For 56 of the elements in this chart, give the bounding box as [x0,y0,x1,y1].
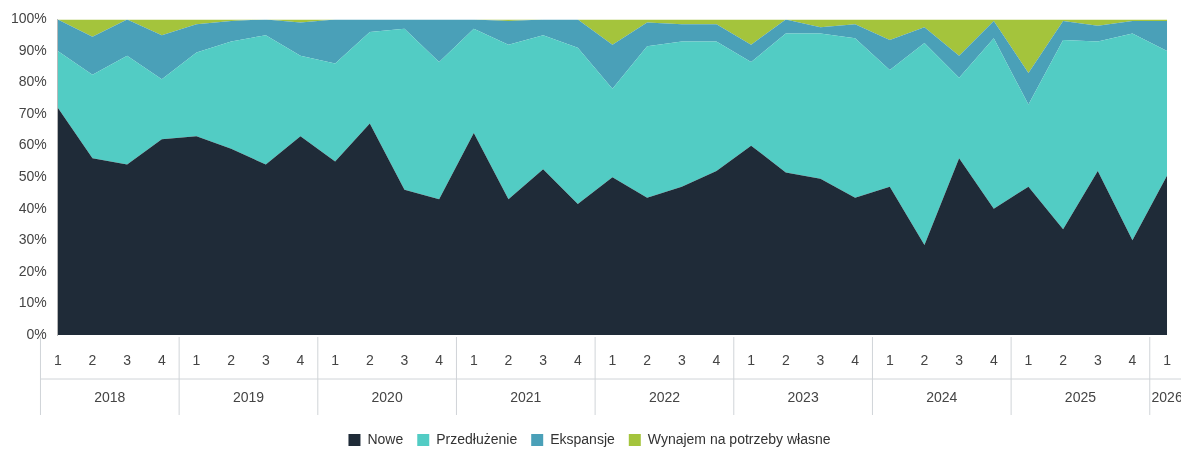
y-tick-label: 0% [26,325,47,342]
x-tick-label: 2 [781,352,790,369]
legend-label: Przedłużenie [436,430,518,447]
legend-label: Nowe [367,430,404,447]
text: 2018 [94,388,126,405]
x-tick-label: 1 [747,352,756,369]
text: 2019 [232,388,265,405]
y-tick-label: 10% [18,294,47,311]
x-tick-label: 1 [885,352,894,369]
x-tick-label: 2 [365,352,374,369]
x-tick-label: 3 [816,352,825,369]
y-tick-label: 90% [18,41,47,58]
text: 2022 [648,388,681,405]
text: 2021 [510,388,542,405]
y-tick-label: 80% [18,73,47,90]
x-tick-label: 2 [1059,352,1068,369]
x-tick-label: 3 [261,352,270,369]
x-tick-label: 2 [227,352,236,369]
x-tick-label: 3 [955,352,964,369]
x-tick-label: 3 [677,352,686,369]
x-tick-label: 4 [989,352,998,369]
legend-label: Wynajem na potrzeby własne [647,430,831,447]
text: 2020 [371,388,403,405]
x-tick-label: 1 [331,352,340,369]
x-tick-label: 1 [608,352,617,369]
x-tick-label: 3 [1093,352,1102,369]
x-tick-label: 4 [851,352,860,369]
x-tick-label: 4 [573,352,582,369]
x-tick-label: 4 [435,352,444,369]
x-tick-label: 4 [296,352,305,369]
y-tick-label: 100% [10,10,47,27]
x-tick-label: 4 [712,352,721,369]
y-tick-label: 50% [18,168,47,185]
x-tick-label: 1 [53,352,62,369]
text: 2025 [1064,388,1097,405]
x-tick-label: 4 [157,352,166,369]
x-tick-label: 2 [920,352,929,369]
y-tick-label: 60% [18,136,47,153]
x-tick-label: 2 [643,352,652,369]
text: 2023 [787,388,819,405]
y-tick-label: 20% [18,262,47,279]
x-tick-label: 1 [192,352,201,369]
legend-label: Ekspansje [550,430,616,447]
x-tick-label: 1 [1024,352,1033,369]
y-tick-label: 30% [18,231,47,248]
y-tick-label: 70% [18,104,47,121]
x-tick-label: 3 [123,352,132,369]
y-tick-label: 40% [18,199,47,216]
x-tick-label: 2 [88,352,97,369]
x-tick-label: 3 [400,352,409,369]
x-tick-label: 3 [539,352,548,369]
text: 2024 [926,388,958,405]
x-tick-label: 1 [1163,352,1172,369]
x-tick-label: 4 [1128,352,1137,369]
x-tick-label: 2 [504,352,513,369]
x-tick-label: 1 [469,352,478,369]
